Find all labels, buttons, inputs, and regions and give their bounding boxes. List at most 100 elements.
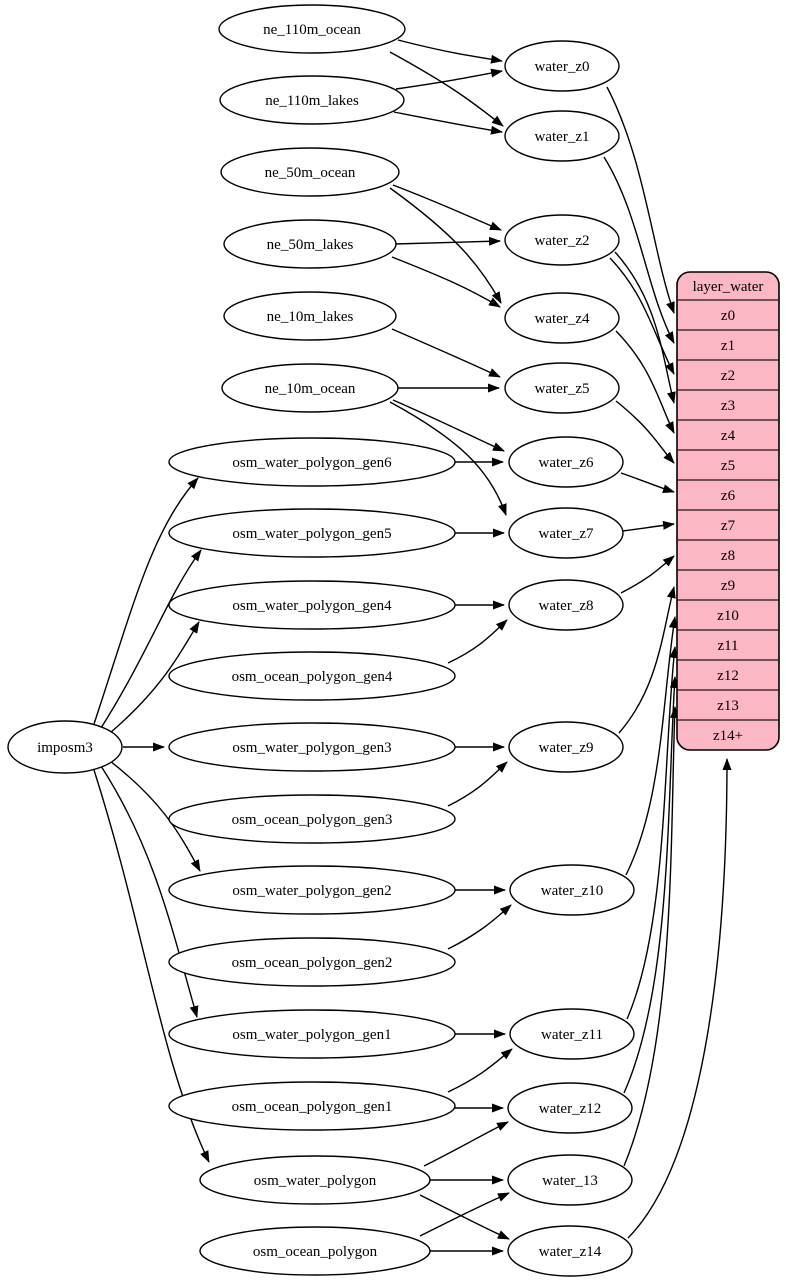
node-water_z1: water_z1: [504, 110, 620, 162]
node-shape-water_z2: [504, 214, 620, 266]
node-label-water_z13: water_13: [542, 1173, 598, 1189]
node-label-ne_110m_ocean: ne_110m_ocean: [263, 22, 361, 38]
node-shape-water_z9: [508, 721, 624, 773]
node-ne_110m_lakes: ne_110m_lakes: [219, 75, 405, 125]
node-label-ne_50m_ocean: ne_50m_ocean: [265, 165, 356, 181]
node-water_z14: water_z14: [507, 1225, 633, 1277]
edge-osm_ocean_polygon_gen1-to-water_z11: [447, 1048, 513, 1093]
node-water_z2: water_z2: [504, 214, 620, 266]
table-row-z1: z1: [721, 338, 735, 354]
edge-water_z2-to-layer_water-z3: [614, 251, 676, 404]
node-water_z6: water_z6: [508, 436, 624, 488]
node-label-osm_ocean_polygon_gen4: osm_ocean_polygon_gen4: [232, 669, 393, 685]
edge-water_z4-to-layer_water-z4: [615, 330, 675, 434]
node-osm_water_polygon: osm_water_polygon: [199, 1155, 431, 1205]
node-shape-osm_ocean_polygon_gen2: [168, 937, 456, 987]
node-imposm3: imposm3: [7, 720, 123, 774]
node-shape-ne_50m_ocean: [220, 147, 400, 197]
node-water_z8: water_z8: [508, 579, 624, 631]
node-shape-water_z7: [508, 507, 624, 559]
edge-osm_ocean_polygon-to-water_z13: [419, 1192, 510, 1237]
node-shape-water_z5: [504, 362, 620, 414]
table-row-z5: z5: [721, 458, 735, 474]
node-label-osm_ocean_polygon_gen2: osm_ocean_polygon_gen2: [232, 955, 393, 971]
node-shape-osm_ocean_polygon_gen1: [168, 1081, 456, 1131]
edge-water_z7-to-layer_water-z7: [622, 520, 675, 532]
node-water_z11: water_z11: [509, 1008, 635, 1060]
node-label-water_z6: water_z6: [539, 455, 594, 471]
edge-water_z11-to-layer_water-z11: [626, 646, 679, 1020]
edge-imposm3-to-osm_water_polygon_gen6: [93, 477, 199, 725]
node-shape-osm_water_polygon_gen6: [168, 437, 456, 487]
node-shape-osm_water_polygon_gen5: [168, 508, 456, 558]
node-shape-osm_water_polygon: [199, 1155, 431, 1205]
node-label-osm_water_polygon: osm_water_polygon: [254, 1173, 377, 1189]
edge-imposm3-to-osm_water_polygon_gen5: [100, 549, 202, 729]
edge-imposm3-to-osm_water_polygon_gen2: [109, 760, 201, 872]
node-water_z10: water_z10: [509, 864, 635, 916]
node-osm_water_polygon_gen1: osm_water_polygon_gen1: [168, 1009, 456, 1059]
node-label-water_z1: water_z1: [535, 129, 590, 145]
table-row-z2: z2: [721, 368, 735, 384]
node-ne_50m_ocean: ne_50m_ocean: [220, 147, 400, 197]
node-osm_ocean_polygon: osm_ocean_polygon: [199, 1226, 431, 1276]
node-label-osm_ocean_polygon_gen3: osm_ocean_polygon_gen3: [232, 812, 393, 828]
node-label-osm_water_polygon_gen5: osm_water_polygon_gen5: [232, 526, 391, 542]
table-row-z13: z13: [717, 698, 739, 714]
node-osm_ocean_polygon_gen4: osm_ocean_polygon_gen4: [168, 651, 456, 701]
node-shape-ne_110m_ocean: [218, 4, 406, 54]
node-water_z5: water_z5: [504, 362, 620, 414]
edge-ne_50m_lakes-to-water_z4: [391, 256, 501, 308]
node-shape-water_z1: [504, 110, 620, 162]
node-osm_water_polygon_gen4: osm_water_polygon_gen4: [168, 580, 456, 630]
node-label-water_z12: water_z12: [539, 1101, 601, 1117]
node-label-water_z5: water_z5: [535, 381, 590, 397]
edge-ne_50m_ocean-to-water_z4: [389, 187, 502, 304]
node-label-ne_110m_lakes: ne_110m_lakes: [265, 93, 359, 109]
node-label-imposm3: imposm3: [37, 740, 93, 756]
node-shape-water_z12: [507, 1082, 633, 1134]
table-layer_water: layer_water z0 z1 z2 z3 z4 z5 z6 z7 z8 z9 z10 z11 z12…: [676, 271, 780, 751]
node-osm_water_polygon_gen5: osm_water_polygon_gen5: [168, 508, 456, 558]
node-ne_110m_ocean: ne_110m_ocean: [218, 4, 406, 54]
edge-water_z9-to-layer_water-z9: [618, 586, 676, 734]
edge-water_z1-to-layer_water-z1: [603, 156, 675, 344]
edge-osm_ocean_polygon_gen2-to-water_z10: [447, 904, 512, 950]
node-water_z7: water_z7: [508, 507, 624, 559]
table-row-z12: z12: [717, 668, 739, 684]
table-row-z7: z7: [721, 518, 736, 534]
node-water_z13: water_13: [507, 1154, 633, 1206]
table-row-z14+: z14+: [713, 728, 743, 744]
table-row-z11: z11: [717, 638, 738, 654]
node-ne_50m_lakes: ne_50m_lakes: [223, 219, 397, 269]
edge-water_z12-to-layer_water-z12: [623, 676, 679, 1094]
node-shape-water_z11: [509, 1008, 635, 1060]
edge-osm_water_polygon-to-water_z14: [419, 1194, 510, 1240]
edge-ne_10m_ocean-to-water_z6: [392, 399, 505, 452]
node-water_z0: water_z0: [504, 40, 620, 92]
table-title: layer_water: [693, 279, 764, 295]
node-shape-ne_10m_ocean: [221, 363, 399, 413]
node-water_z4: water_z4: [504, 292, 620, 344]
node-osm_ocean_polygon_gen2: osm_ocean_polygon_gen2: [168, 937, 456, 987]
edge-water_z13-to-layer_water-z13: [623, 706, 680, 1167]
edge-water_z0-to-layer_water-z0: [606, 86, 675, 314]
node-shape-osm_water_polygon_gen4: [168, 580, 456, 630]
node-shape-osm_water_polygon_gen2: [168, 865, 456, 915]
node-label-water_z2: water_z2: [535, 233, 590, 249]
edge-ne_10m_ocean-to-water_z7: [389, 401, 507, 516]
node-label-osm_water_polygon_gen2: osm_water_polygon_gen2: [232, 883, 391, 899]
node-label-water_z11: water_z11: [541, 1027, 603, 1043]
node-label-osm_water_polygon_gen6: osm_water_polygon_gen6: [232, 455, 392, 471]
node-shape-ne_10m_lakes: [223, 291, 397, 341]
edge-ne_110m_ocean-to-water_z1: [389, 51, 504, 127]
table-row-z9: z9: [721, 578, 735, 594]
node-label-osm_water_polygon_gen3: osm_water_polygon_gen3: [232, 740, 391, 756]
node-shape-imposm3: [7, 720, 123, 774]
edge-ne_10m_lakes-to-water_z5: [391, 328, 501, 378]
node-water_z9: water_z9: [508, 721, 624, 773]
edge-ne_110m_ocean-to-water_z0: [397, 39, 503, 64]
node-shape-water_z14: [507, 1225, 633, 1277]
